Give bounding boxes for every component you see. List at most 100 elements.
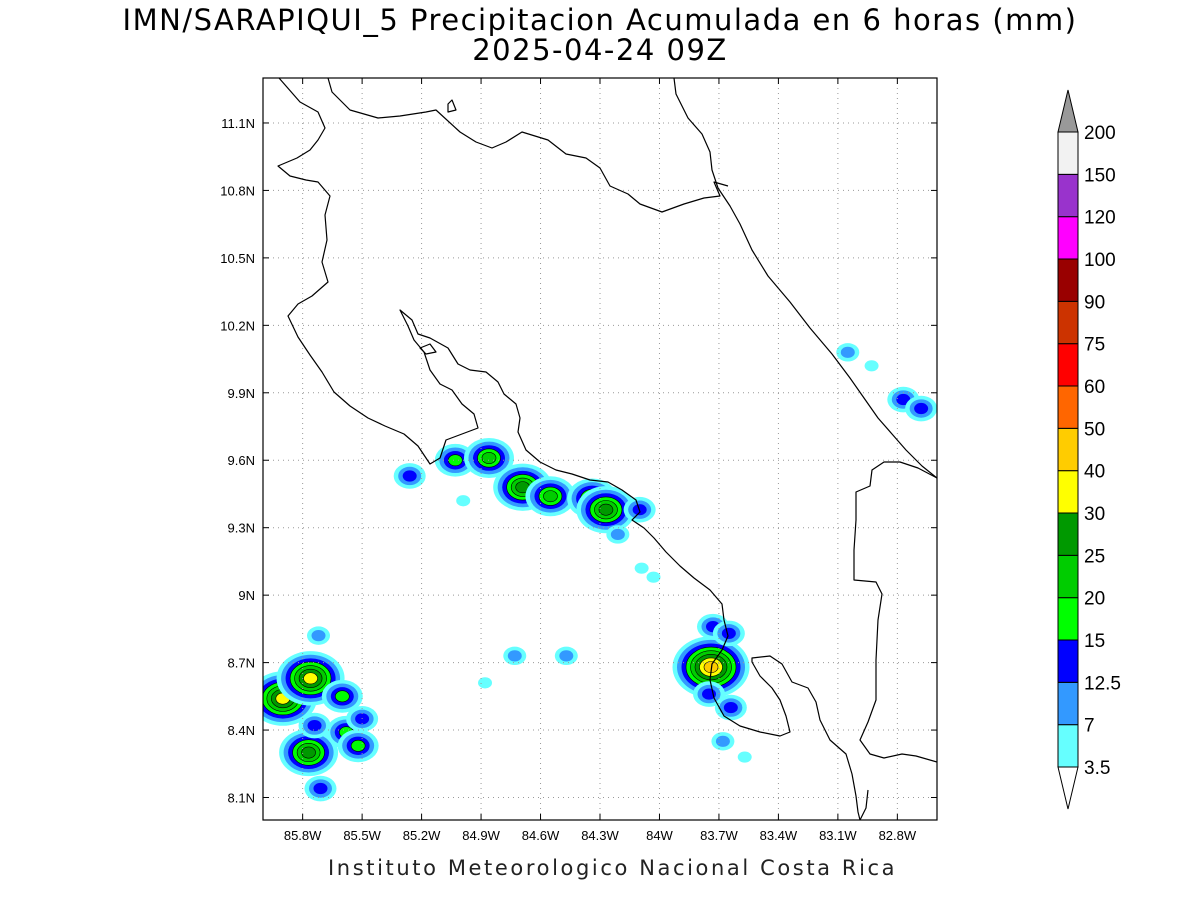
colorbar-swatch <box>1057 597 1079 641</box>
island <box>447 99 457 113</box>
chart-subtitle: 2025-04-24 09Z <box>472 33 728 67</box>
precip-contour <box>334 690 350 703</box>
lat-tick-label: 9.9N <box>228 386 255 401</box>
lon-tick-label: 82.8W <box>879 828 917 843</box>
precip-contour <box>723 701 738 714</box>
precip-cell <box>905 395 937 422</box>
colorbar-over-arrow <box>1057 89 1079 133</box>
lon-tick-label: 84.3W <box>581 828 619 843</box>
lon-tick-label: 83.1W <box>819 828 857 843</box>
precip-contour <box>634 562 649 574</box>
chart-title: IMN/SARAPIQUI_5 Precipitacion Acumulada … <box>122 3 1078 37</box>
precip-contour <box>402 470 417 482</box>
lat-tick-label: 9.6N <box>228 453 255 468</box>
lon-tick-label: 83.4W <box>760 828 798 843</box>
precip-contour <box>311 630 326 642</box>
colorbar-label: 20 <box>1084 589 1105 610</box>
precip-contour <box>721 627 736 639</box>
colorbar-label: 15 <box>1084 631 1105 652</box>
precip-cell <box>606 525 630 544</box>
precip-contour <box>507 650 522 662</box>
precip-cell <box>503 646 527 666</box>
precip-cell <box>456 495 471 507</box>
precip-cell <box>864 360 879 372</box>
lon-tick-label: 84.6W <box>522 828 560 843</box>
lat-tick-label: 11.1N <box>221 116 255 131</box>
precip-contour <box>478 677 493 689</box>
lat-tick-label: 8.1N <box>228 791 255 806</box>
precip-cell <box>711 732 735 751</box>
precip-cell <box>634 562 649 574</box>
colorbar-label: 200 <box>1084 123 1116 144</box>
lat-lon-grid <box>263 78 937 820</box>
colorbar-swatch <box>1057 470 1079 514</box>
precip-contour <box>896 393 911 406</box>
precip-cell <box>737 751 752 763</box>
precip-cell <box>646 571 661 583</box>
footer-credit: Instituto Meteorologico Nacional Costa R… <box>328 856 898 880</box>
precip-contour <box>598 503 614 516</box>
lat-tick-label: 8.7N <box>228 656 255 671</box>
precip-cell <box>836 343 860 362</box>
colorbar-label: 120 <box>1084 208 1116 229</box>
precip-cell <box>478 677 493 689</box>
colorbar-swatch <box>1057 258 1079 302</box>
precip-contour <box>543 490 558 503</box>
colorbar-label: 50 <box>1084 419 1105 440</box>
precip-contour <box>313 782 328 795</box>
colorbar-swatch <box>1057 173 1079 218</box>
colorbar-swatch <box>1057 385 1079 429</box>
colorbar-swatch <box>1057 427 1079 472</box>
precip-contour <box>303 672 318 685</box>
precip-contour <box>301 746 316 759</box>
precip-cell <box>525 476 576 517</box>
colorbar-swatch <box>1057 681 1079 726</box>
precip-contour <box>864 360 879 372</box>
colorbar-swatch <box>1057 724 1079 768</box>
precip-cell <box>279 728 339 777</box>
precip-cell <box>576 486 636 534</box>
colorbar-swatch <box>1057 639 1079 683</box>
colorbar-swatch <box>1057 131 1079 175</box>
colorbar-swatch <box>1057 512 1079 556</box>
precip-cell <box>298 712 331 739</box>
lon-tick-label: 85.2W <box>403 828 441 843</box>
precip-cell <box>463 437 514 478</box>
coastline-pacific <box>277 78 861 820</box>
precip-cell <box>554 646 578 666</box>
colorbar-label: 90 <box>1084 292 1105 313</box>
colorbar-label: 40 <box>1084 462 1105 483</box>
lat-tick-label: 9.3N <box>228 521 255 536</box>
precip-contour <box>715 735 730 747</box>
lon-tick-label: 84.9W <box>462 828 500 843</box>
colorbar-label: 12.5 <box>1084 673 1121 694</box>
precip-contour <box>914 402 929 415</box>
precipitation-field <box>263 343 937 802</box>
precip-contour <box>456 495 471 507</box>
border-panama <box>853 461 937 763</box>
border-panama-south <box>859 789 869 820</box>
colorbar-label: 7 <box>1084 716 1095 737</box>
colorbar-swatch <box>1057 300 1079 345</box>
precip-cell <box>304 775 337 802</box>
precip-contour <box>481 452 497 464</box>
axes: 85.8W 85.5W 85.2W 84.9W 84.6W 84.3W 84W 83.7W 83… <box>220 77 938 843</box>
precip-contour <box>646 571 661 583</box>
colorbar-swatch <box>1057 343 1079 387</box>
precip-contour <box>840 346 855 358</box>
colorbar-swatch <box>1057 554 1079 599</box>
island <box>419 343 437 355</box>
coastline <box>277 78 937 820</box>
colorbar-label: 75 <box>1084 335 1105 356</box>
precip-contour <box>307 719 322 732</box>
colorbar-label: 150 <box>1084 165 1116 186</box>
colorbar-under-arrow <box>1057 766 1079 810</box>
lon-tick-label: 83.7W <box>700 828 738 843</box>
precip-cell <box>712 620 745 647</box>
precip-contour <box>610 528 625 541</box>
colorbar-label: 60 <box>1084 377 1105 398</box>
colorbar-label: 100 <box>1084 250 1116 271</box>
precip-cell <box>321 679 363 713</box>
precip-cell <box>337 729 379 763</box>
